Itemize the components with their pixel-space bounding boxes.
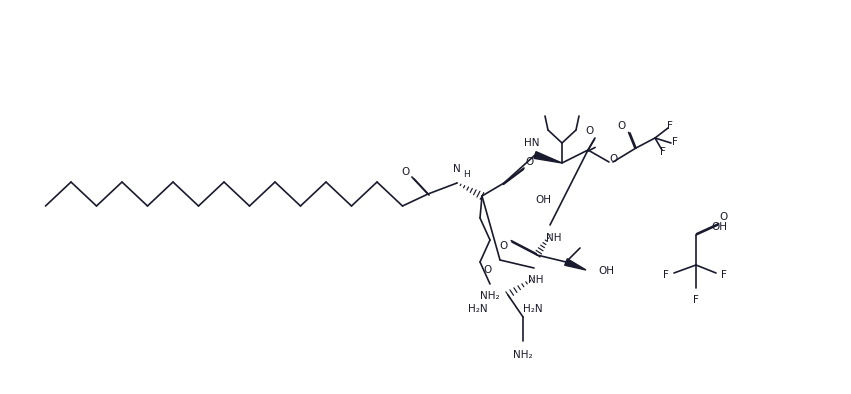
Text: N: N: [453, 164, 461, 174]
Text: O: O: [610, 154, 618, 164]
Text: O: O: [526, 157, 534, 167]
Text: O: O: [484, 265, 492, 275]
Text: O: O: [585, 126, 594, 136]
Text: O: O: [500, 241, 508, 251]
Text: O: O: [402, 167, 410, 177]
Text: OH: OH: [711, 222, 727, 232]
Text: H₂N: H₂N: [523, 304, 543, 314]
Text: NH₂: NH₂: [480, 291, 500, 301]
Text: NH: NH: [528, 275, 544, 285]
Text: F: F: [693, 295, 699, 305]
Text: NH: NH: [546, 233, 562, 243]
Text: O: O: [719, 212, 727, 222]
Text: F: F: [721, 270, 727, 280]
Text: NH₂: NH₂: [513, 350, 533, 360]
Text: F: F: [667, 121, 673, 131]
Text: HN: HN: [524, 138, 540, 148]
Text: O: O: [618, 121, 626, 131]
Text: OH: OH: [535, 195, 551, 205]
Text: F: F: [660, 147, 666, 157]
Text: F: F: [672, 137, 678, 147]
Polygon shape: [534, 152, 562, 163]
Text: OH: OH: [598, 266, 614, 276]
Polygon shape: [565, 259, 586, 270]
Text: F: F: [663, 270, 669, 280]
Text: H: H: [463, 169, 470, 178]
Text: H₂N: H₂N: [468, 304, 488, 314]
